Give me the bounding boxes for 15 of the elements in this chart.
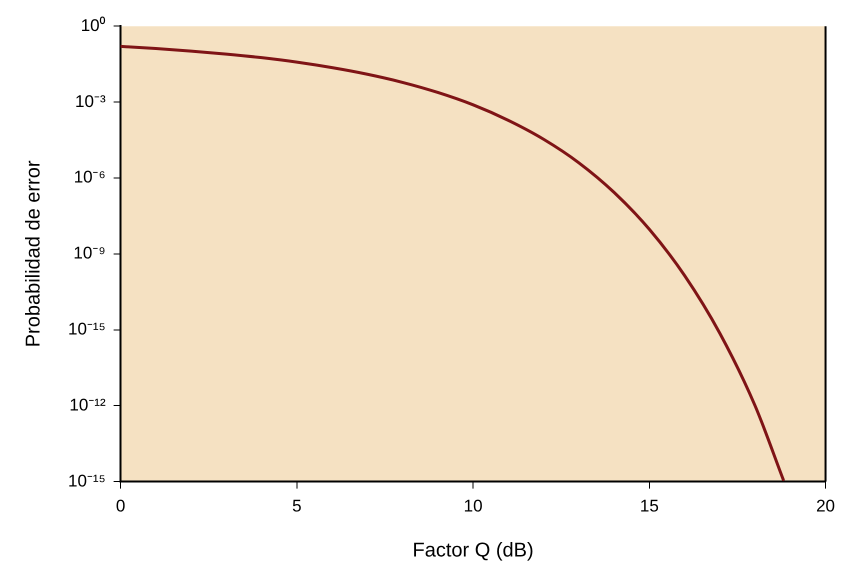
x-axis-title: Factor Q (dB) [412, 540, 534, 562]
y-tick-label: 10⁻³ [75, 92, 106, 111]
x-tick-label: 0 [116, 496, 126, 516]
x-tick-label: 5 [292, 496, 302, 516]
x-tick-label: 10 [464, 496, 483, 516]
x-tick-label: 15 [640, 496, 659, 516]
y-tick-label: 10⁻¹⁵ [68, 471, 106, 490]
y-tick-label: 10⁻¹⁵ [68, 319, 106, 338]
y-tick-label: 10⁰ [80, 16, 106, 35]
y-tick-label: 10⁻⁶ [74, 168, 106, 187]
line-series [120, 44, 785, 482]
x-tick-label: 20 [816, 496, 836, 516]
y-tick-label: 10⁻¹² [69, 395, 106, 414]
y-axis-title: Probabilidad de error [22, 160, 45, 348]
y-tick-label: 10⁻⁹ [73, 244, 106, 263]
